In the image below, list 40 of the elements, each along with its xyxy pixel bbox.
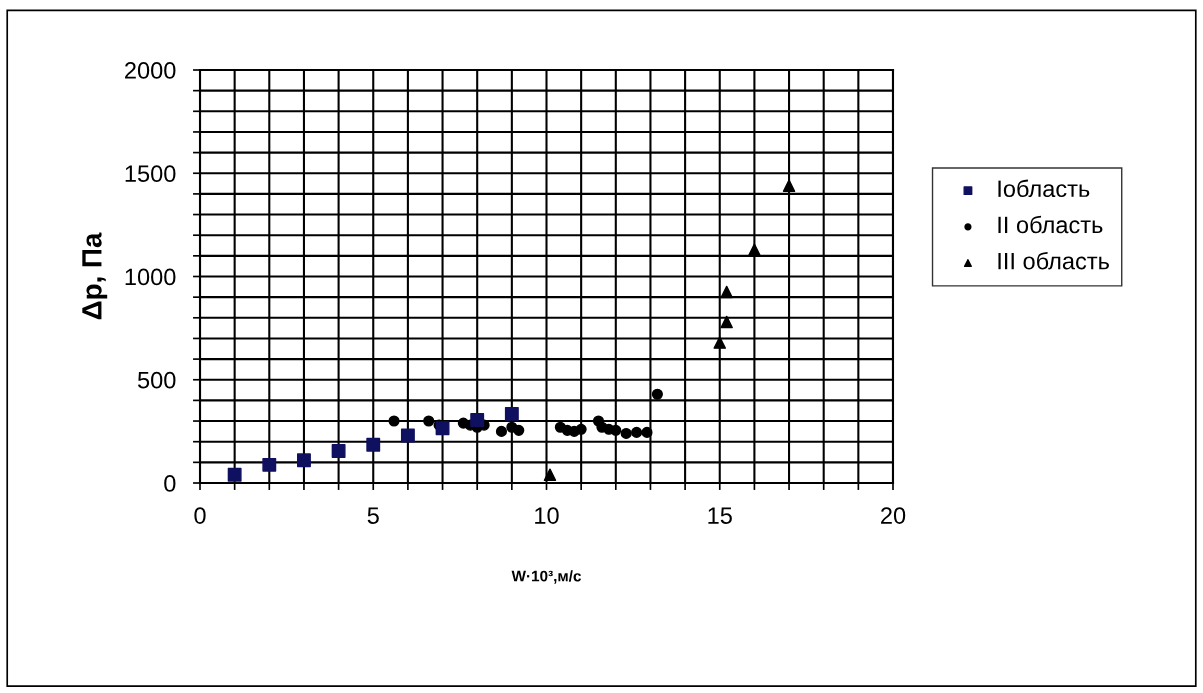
- point: [720, 285, 733, 299]
- point: [620, 427, 632, 439]
- x-tick-label: 10: [535, 507, 559, 524]
- x-tick-label: 0: [194, 507, 206, 524]
- y-tick-label: 1000: [125, 268, 176, 286]
- point: [227, 467, 242, 482]
- point: [748, 243, 761, 256]
- point: [495, 425, 508, 437]
- legend-label: II область: [998, 215, 1103, 234]
- point: [262, 457, 277, 472]
- x-axis-title: W·10³,м/с: [511, 570, 581, 584]
- point: [513, 424, 525, 436]
- point: [435, 421, 450, 436]
- point: [720, 315, 733, 329]
- point: [331, 444, 346, 458]
- point: [631, 426, 643, 438]
- legend-label: Iобласть: [998, 179, 1090, 198]
- point: [504, 406, 519, 421]
- point: [470, 413, 485, 427]
- point: [713, 336, 727, 349]
- x-tick-label: 5: [367, 507, 379, 524]
- point: [641, 426, 653, 438]
- legend-label: III область: [998, 251, 1109, 270]
- point: [543, 468, 557, 481]
- y-tick-label: 2000: [125, 62, 176, 79]
- point: [423, 415, 435, 427]
- y-tick-label: 0: [164, 475, 176, 492]
- y-tick-label: 1500: [125, 165, 176, 183]
- point: [575, 423, 587, 435]
- point: [366, 437, 381, 452]
- x-tick-label: 20: [881, 507, 906, 524]
- x-tick-label: 15: [708, 507, 732, 524]
- point: [610, 424, 622, 436]
- point: [297, 453, 311, 468]
- y-axis-title: Δp, Па: [82, 232, 108, 320]
- point: [400, 428, 415, 443]
- point: [782, 179, 796, 192]
- point: [388, 415, 400, 427]
- y-tick-label: 500: [137, 371, 176, 389]
- point: [651, 388, 663, 400]
